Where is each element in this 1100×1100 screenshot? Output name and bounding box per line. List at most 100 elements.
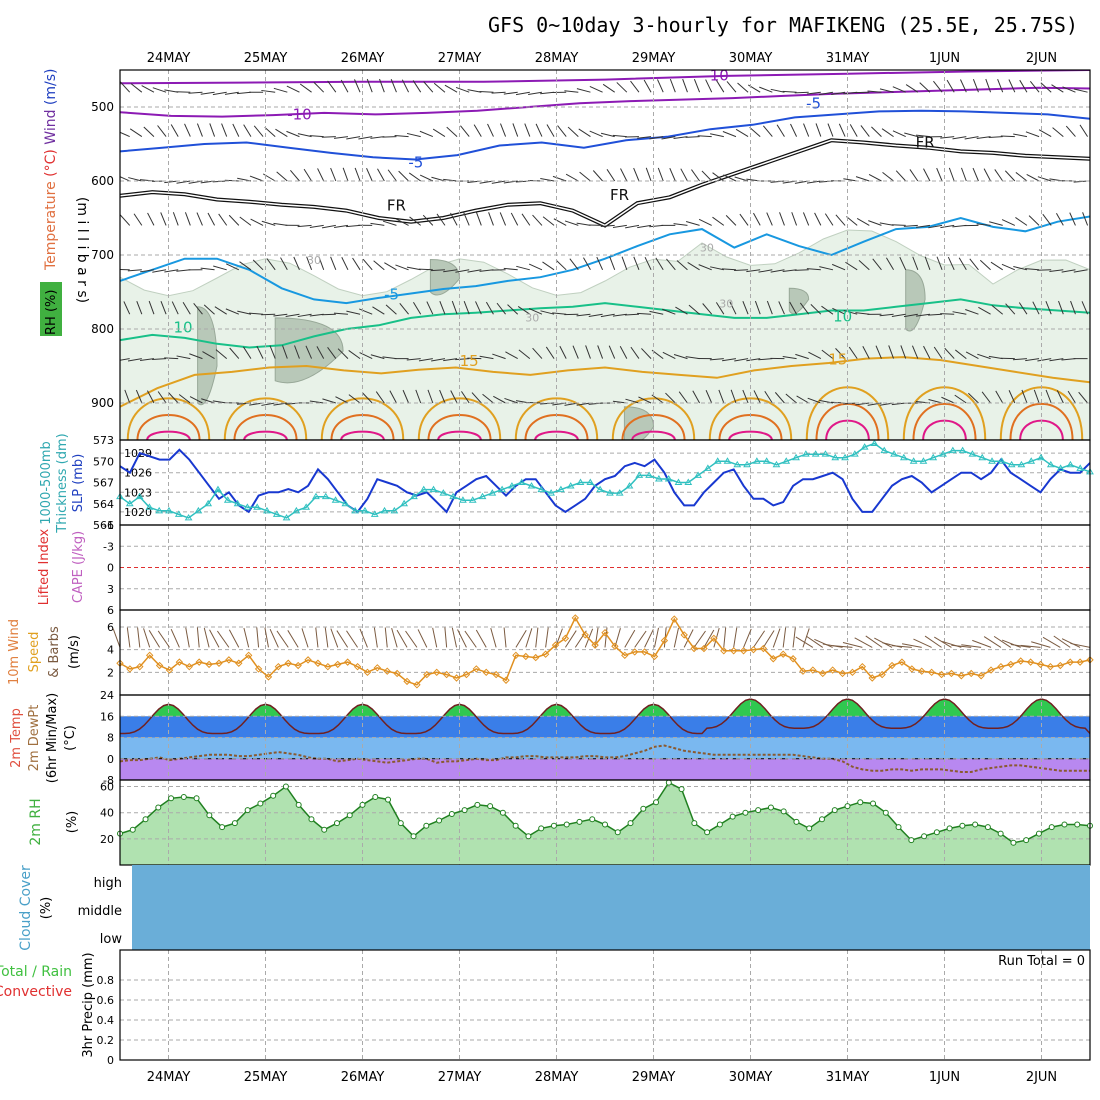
w10-ylabel-0: 10m Wind — [7, 619, 22, 685]
wind-barb-212 — [430, 269, 445, 272]
wind-barb-354 — [657, 167, 664, 182]
wind-barb-517 — [891, 313, 906, 317]
contour-label-13: 30 — [525, 312, 539, 325]
wind-barb-55 — [189, 396, 203, 404]
w10-point-8 — [195, 658, 203, 666]
wind-barb-286 — [545, 346, 555, 359]
thickness-point-29 — [400, 499, 409, 507]
contour-label-12: 30 — [307, 254, 321, 267]
wind-barb-555 — [952, 224, 967, 228]
wind-barb-410 — [734, 176, 749, 182]
wind-barb-170 — [377, 168, 385, 182]
x-tick-top-3: 27MAY — [438, 51, 482, 66]
wind-barb-289 — [557, 125, 567, 137]
wind-barb-15 — [135, 389, 143, 404]
w10-point-91 — [1017, 657, 1025, 665]
w10-point-17 — [284, 659, 292, 667]
wind-barb-367 — [665, 392, 676, 404]
wind-barb-177 — [382, 136, 397, 138]
wind-barb-155 — [346, 224, 361, 228]
wind-barb-100 — [266, 258, 276, 271]
wind-barb-73 — [232, 123, 240, 137]
warm-loop-6-0 — [708, 397, 793, 440]
w10-barb-32 — [432, 627, 438, 648]
wind-barb-96 — [261, 89, 276, 93]
w10-barb-5 — [157, 630, 170, 648]
wind-barb-269 — [517, 306, 531, 315]
wind-barb-260 — [503, 267, 518, 271]
w10-point-22 — [334, 660, 342, 669]
wind-barb-68 — [213, 265, 227, 271]
thickness-point-80 — [899, 453, 908, 461]
wind-barb-71 — [212, 400, 227, 404]
wind-barb-122 — [303, 168, 312, 182]
thickness-point-46 — [566, 482, 575, 489]
wind-barb-460 — [806, 268, 821, 271]
wind-barb-8 — [130, 83, 143, 93]
wind-barb-259 — [510, 212, 519, 226]
wind-barb-7 — [124, 389, 131, 404]
wind-barb-246 — [479, 355, 494, 360]
wind-barb-351 — [638, 396, 652, 404]
t2m-ylabel-0: 2m Temp — [9, 708, 24, 768]
wind-barb-539 — [928, 224, 943, 229]
w10-barb-98 — [1070, 642, 1091, 648]
rh2m-point-32 — [525, 833, 532, 840]
wind-barb-201 — [419, 130, 434, 138]
wind-barb-33 — [170, 124, 179, 137]
w10-point-32 — [433, 668, 441, 677]
wind-barb-387 — [698, 218, 712, 226]
wind-barb-329 — [612, 134, 627, 138]
w10-point-10 — [215, 659, 223, 667]
w10-barb-17 — [276, 630, 289, 648]
cloud-fill — [132, 865, 1090, 950]
wind-barb-85 — [237, 310, 252, 315]
rh2m-point-41 — [640, 805, 647, 812]
wind-barb-476 — [831, 263, 846, 271]
wind-barb-45 — [182, 301, 191, 315]
warm-loop-8-1 — [912, 403, 977, 440]
thickness-point-12 — [233, 499, 242, 507]
wind-barb-559 — [954, 394, 967, 404]
wind-barb-49 — [196, 123, 203, 137]
wind-barb-333 — [612, 313, 627, 317]
w10-point-87 — [977, 672, 985, 680]
wind-barb-602 — [1026, 174, 1040, 182]
wind-barb-248 — [491, 91, 506, 94]
contour-label-7: -5 — [384, 285, 399, 303]
wind-barb-328 — [616, 82, 628, 93]
li-ytick-4: 6 — [107, 604, 114, 617]
run-total: Run Total = 0 — [998, 954, 1085, 969]
wind-barb-143 — [322, 398, 336, 404]
wind-barb-528 — [919, 82, 931, 93]
pcp-total-label: Total / Rain — [0, 964, 72, 980]
wind-barb-98 — [262, 173, 276, 182]
thickness-point-88 — [978, 453, 987, 461]
wind-barb-13 — [136, 300, 143, 315]
rh2m-point-49 — [742, 809, 749, 816]
wind-barb-599 — [1021, 389, 1028, 404]
thickness-point-26 — [370, 510, 379, 517]
wind-barb-12 — [127, 269, 142, 272]
rh2m-point-8 — [219, 824, 226, 831]
wind-barb-206 — [418, 358, 433, 362]
wind-barb-478 — [835, 348, 846, 359]
wind-barb-84 — [239, 261, 252, 271]
wind-barb-541 — [928, 313, 943, 316]
wind-barb-290 — [552, 175, 567, 182]
cloud-level-middle: middle — [78, 904, 122, 919]
rh2m-point-48 — [729, 813, 736, 820]
thickness-point-72 — [821, 450, 830, 457]
wind-barb-449 — [803, 123, 810, 137]
wind-barb-392 — [716, 80, 725, 93]
wind-barb-175 — [375, 391, 385, 404]
wind-barb-376 — [693, 79, 701, 93]
w10-barb-86 — [951, 644, 972, 648]
thick-ylabel-2: Thickness (dm) — [55, 433, 70, 533]
pcp-frame — [119, 949, 1091, 1061]
wind-barb-196 — [406, 266, 421, 271]
wind-barb-533 — [916, 313, 931, 317]
thickness-point-23 — [341, 499, 350, 507]
rh2m-point-53 — [793, 818, 800, 825]
w10-point-72 — [828, 666, 837, 674]
